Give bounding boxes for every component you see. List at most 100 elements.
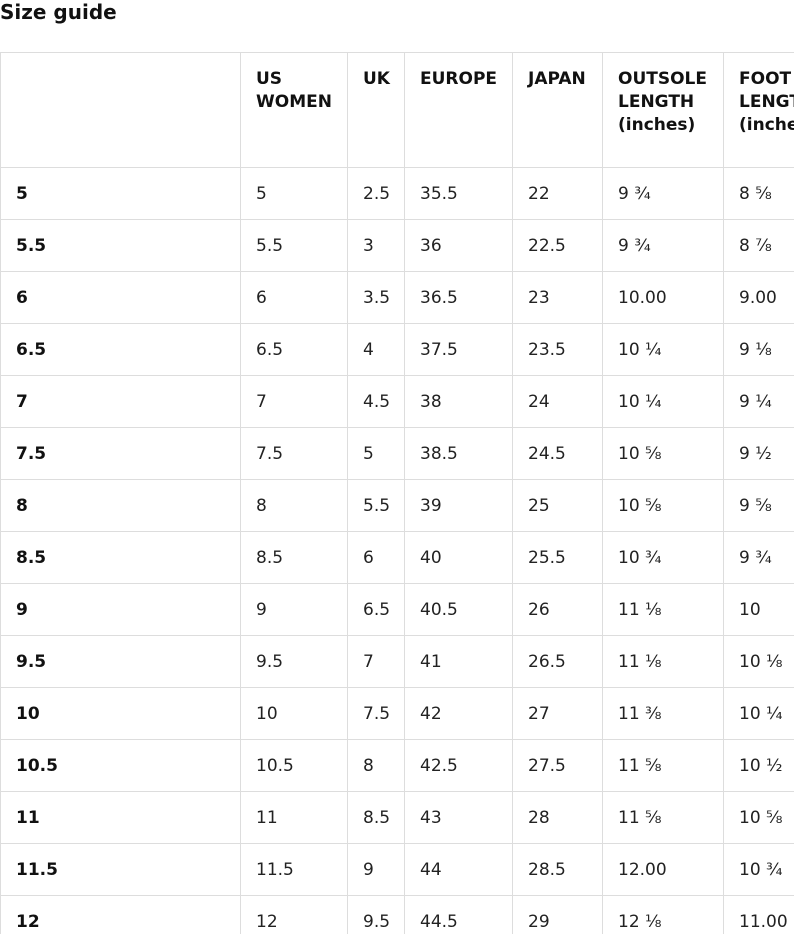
header-cell: FOOT LENGTH (inches) <box>723 52 794 168</box>
table-cell: 11 ⅛ <box>602 583 724 636</box>
table-cell: 24.5 <box>512 427 603 480</box>
table-cell: 11.00 <box>723 895 794 934</box>
table-cell: 5 <box>347 427 405 480</box>
table-cell: 41 <box>404 635 513 688</box>
table-cell: 8 ⅞ <box>723 219 794 272</box>
size-cell: 5 <box>0 167 241 220</box>
table-cell: 23.5 <box>512 323 603 376</box>
table-cell: 44.5 <box>404 895 513 934</box>
title: Size guide <box>0 0 117 24</box>
table-row: 12 12 9.5 44.5 29 12 ⅛ 11.00 <box>0 895 794 934</box>
table-cell: 11 ⅛ <box>602 635 724 688</box>
table-cell: 9.00 <box>723 271 794 324</box>
table-cell: 9 <box>240 583 348 636</box>
table-cell: 9 ¾ <box>602 167 724 220</box>
table-cell: 8.5 <box>240 531 348 584</box>
table-cell: 2.5 <box>347 167 405 220</box>
table-cell: 9 ⅛ <box>723 323 794 376</box>
header-cell: JAPAN <box>512 52 603 168</box>
table-cell: 6.5 <box>240 323 348 376</box>
table-cell: 10.5 <box>240 739 348 792</box>
table-cell: 35.5 <box>404 167 513 220</box>
size-cell: 7.5 <box>0 427 241 480</box>
table-cell: 26 <box>512 583 603 636</box>
header-row: US WOMEN UK EUROPE JAPAN OUTSOLE LENGTH (inc… <box>0 52 794 168</box>
table-cell: 12 ⅛ <box>602 895 724 934</box>
table-cell: 7.5 <box>240 427 348 480</box>
table-cell: 11 ⅜ <box>602 687 724 740</box>
table-cell: 12 <box>240 895 348 934</box>
table-cell: 25.5 <box>512 531 603 584</box>
table-cell: 22.5 <box>512 219 603 272</box>
table-cell: 24 <box>512 375 603 428</box>
table-cell: 12.00 <box>602 843 724 896</box>
table-cell: 22 <box>512 167 603 220</box>
table-row: 6 6 3.5 36.5 23 10.00 9.00 <box>0 271 794 324</box>
table-cell: 44 <box>404 843 513 896</box>
table-cell: 8.5 <box>347 791 405 844</box>
header-cell: UK <box>347 52 405 168</box>
size-cell: 6.5 <box>0 323 241 376</box>
header-cell <box>0 52 241 168</box>
table-cell: 23 <box>512 271 603 324</box>
table-cell: 4.5 <box>347 375 405 428</box>
size-cell: 12 <box>0 895 241 934</box>
table-cell: 10 ¼ <box>602 323 724 376</box>
table-cell: 11 ⅝ <box>602 739 724 792</box>
header-cell: EUROPE <box>404 52 513 168</box>
table-cell: 9 ⅝ <box>723 479 794 532</box>
table-cell: 27 <box>512 687 603 740</box>
table-cell: 11 ⅝ <box>602 791 724 844</box>
table-cell: 42.5 <box>404 739 513 792</box>
table-cell: 5.5 <box>240 219 348 272</box>
table-cell: 10 ⅛ <box>723 635 794 688</box>
table-row: 9.5 9.5 7 41 26.5 11 ⅛ 10 ⅛ <box>0 635 794 688</box>
table-cell: 6.5 <box>347 583 405 636</box>
size-cell: 5.5 <box>0 219 241 272</box>
table-cell: 9 ¼ <box>723 375 794 428</box>
table-cell: 7 <box>240 375 348 428</box>
size-cell: 6 <box>0 271 241 324</box>
table-cell: 8 <box>347 739 405 792</box>
table-cell: 27.5 <box>512 739 603 792</box>
table-cell: 10 ⅝ <box>723 791 794 844</box>
table-cell: 43 <box>404 791 513 844</box>
table-cell: 6 <box>240 271 348 324</box>
size-cell: 7 <box>0 375 241 428</box>
table-cell: 7 <box>347 635 405 688</box>
table-cell: 36 <box>404 219 513 272</box>
table-cell: 10 <box>723 583 794 636</box>
table-cell: 10 ¾ <box>723 843 794 896</box>
table-cell: 6 <box>347 531 405 584</box>
table-cell: 9 ¾ <box>723 531 794 584</box>
table-cell: 40 <box>404 531 513 584</box>
table-row: 10 10 7.5 42 27 11 ⅜ 10 ¼ <box>0 687 794 740</box>
header-cell: OUTSOLE LENGTH (inches) <box>602 52 724 168</box>
table-cell: 37.5 <box>404 323 513 376</box>
table-cell: 29 <box>512 895 603 934</box>
size-cell: 8 <box>0 479 241 532</box>
table-cell: 28.5 <box>512 843 603 896</box>
table-cell: 40.5 <box>404 583 513 636</box>
table-cell: 3.5 <box>347 271 405 324</box>
table-cell: 5 <box>240 167 348 220</box>
size-cell: 11.5 <box>0 843 241 896</box>
table-cell: 38.5 <box>404 427 513 480</box>
table-cell: 10 ⅝ <box>602 479 724 532</box>
size-cell: 9.5 <box>0 635 241 688</box>
size-cell: 11 <box>0 791 241 844</box>
size-cell: 10.5 <box>0 739 241 792</box>
table-cell: 9 ¾ <box>602 219 724 272</box>
table-cell: 10 ½ <box>723 739 794 792</box>
table-cell: 7.5 <box>347 687 405 740</box>
header-cell: US WOMEN <box>240 52 348 168</box>
table-row: 11.5 11.5 9 44 28.5 12.00 10 ¾ <box>0 843 794 896</box>
size-cell: 10 <box>0 687 241 740</box>
table-row: 9 9 6.5 40.5 26 11 ⅛ 10 <box>0 583 794 636</box>
